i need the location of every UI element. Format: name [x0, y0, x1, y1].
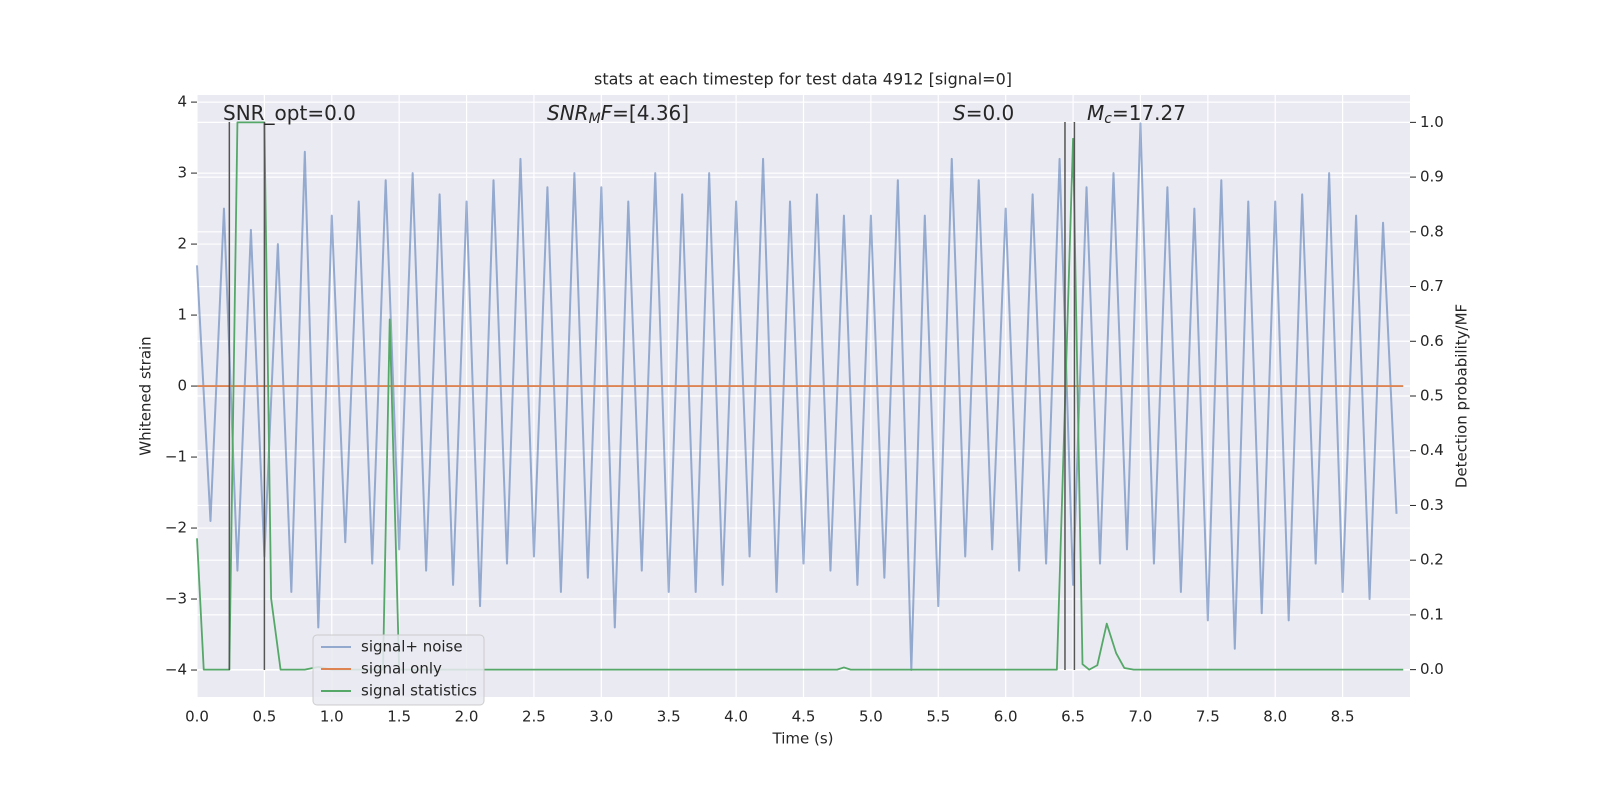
annotation: S=0.0: [953, 101, 1014, 125]
x-tick-label: 1.5: [387, 708, 411, 726]
x-axis-label: Time (s): [772, 730, 834, 748]
y-tick-label: 0: [177, 377, 187, 395]
annotation-part: c: [1104, 111, 1112, 127]
annotation: SNRMF=[4.36]: [547, 101, 689, 128]
y-tick-label: −2: [165, 519, 187, 537]
x-tick-label: 5.5: [926, 708, 950, 726]
y-tick-label: 2: [177, 235, 187, 253]
y2-tick-label: 0.7: [1420, 277, 1444, 295]
y2-tick-label: 0.9: [1420, 168, 1444, 186]
legend-box: [312, 634, 485, 706]
y-axis-label: Whitened strain: [137, 336, 155, 455]
annotation-part: SNR_opt=0.0: [223, 101, 356, 125]
x-tick-label: 3.0: [589, 708, 613, 726]
x-tick-label: 3.5: [657, 708, 681, 726]
y2-tick-label: 0.4: [1420, 441, 1444, 459]
annotation-part: F: [601, 101, 613, 125]
annotation: Mc=17.27: [1087, 101, 1186, 128]
y-tick-label: −3: [165, 590, 187, 608]
legend-label: signal statistics: [361, 682, 477, 700]
x-tick-label: 8.5: [1331, 708, 1355, 726]
y-tick-label: 1: [177, 306, 187, 324]
annotation-part: SNR: [547, 101, 589, 125]
y2-tick-label: 1.0: [1420, 113, 1444, 131]
y2-tick-label: 0.3: [1420, 496, 1444, 514]
y-tick-label: 4: [177, 93, 187, 111]
x-tick-label: 0.5: [252, 708, 276, 726]
annotation-part: =17.27: [1112, 101, 1186, 125]
x-tick-label: 6.0: [994, 708, 1018, 726]
legend-label: signal only: [361, 660, 442, 678]
y2-axis-label: Detection probability/MF: [1453, 304, 1471, 488]
x-tick-label: 6.5: [1061, 708, 1085, 726]
x-tick-label: 4.0: [724, 708, 748, 726]
x-tick-label: 8.0: [1263, 708, 1287, 726]
y2-tick-label: 0.6: [1420, 332, 1444, 350]
x-tick-label: 2.5: [522, 708, 546, 726]
y2-tick-label: 0.8: [1420, 222, 1444, 240]
chart-title: stats at each timestep for test data 491…: [594, 70, 1012, 89]
x-tick-label: 5.0: [859, 708, 883, 726]
y2-tick-label: 0.2: [1420, 551, 1444, 569]
annotation-part: M: [1087, 101, 1104, 125]
x-tick-label: 7.5: [1196, 708, 1220, 726]
x-tick-label: 7.0: [1129, 708, 1153, 726]
x-tick-label: 0.0: [185, 708, 209, 726]
legend: signal+ noise signal only signal statistic…: [312, 634, 485, 706]
y-tick-label: −1: [165, 448, 187, 466]
series-line: [196, 122, 1398, 672]
annotation-part: =[4.36]: [612, 101, 689, 125]
annotation: SNR_opt=0.0: [223, 101, 356, 125]
y-tick-label: 3: [177, 164, 187, 182]
annotation-part: M: [589, 111, 601, 127]
y-tick-label: −4: [165, 661, 187, 679]
x-tick-label: 1.0: [320, 708, 344, 726]
y2-tick-label: 0.5: [1420, 387, 1444, 405]
y2-tick-label: 0.1: [1420, 605, 1444, 623]
x-tick-label: 2.0: [455, 708, 479, 726]
annotation-part: S: [953, 101, 966, 125]
annotation-part: =0.0: [966, 101, 1015, 125]
legend-label: signal+ noise: [361, 638, 463, 656]
x-tick-label: 4.5: [792, 708, 816, 726]
y2-tick-label: 0.0: [1420, 660, 1444, 678]
